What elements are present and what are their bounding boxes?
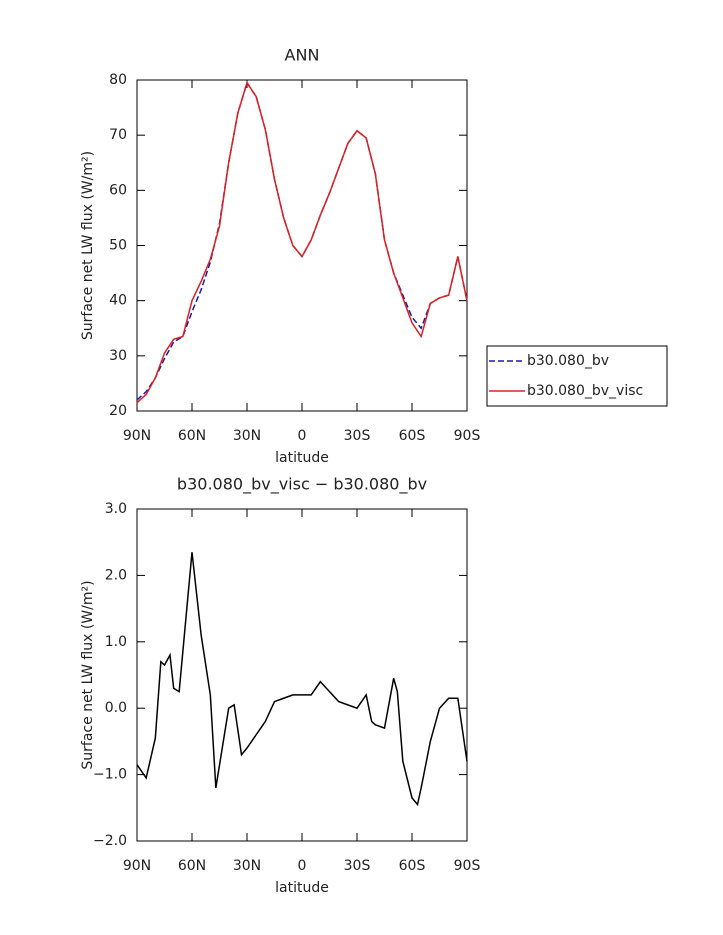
plot-frame (136, 508, 468, 842)
x-tick-label: 90S (454, 428, 481, 444)
x-tick-label: 30S (344, 428, 371, 444)
plot-frame (136, 79, 468, 412)
x-tick-label: 60N (178, 858, 206, 874)
series-line (136, 552, 468, 807)
y-tick-label: 80 (109, 72, 127, 88)
chart-title: ANN (285, 46, 320, 65)
y-tick-label: 40 (109, 293, 127, 309)
x-axis-label: latitude (275, 450, 329, 466)
x-tick-label: 60S (399, 428, 426, 444)
y-tick-label: 3.0 (105, 501, 127, 517)
legend-label: b30.080_bv (527, 353, 609, 369)
x-tick-label: 30N (233, 858, 261, 874)
x-tick-label: 30S (344, 858, 371, 874)
x-tick-label: 90N (123, 428, 151, 444)
series-line (136, 81, 468, 404)
chart-title: b30.080_bv_visc − b30.080_bv (177, 475, 427, 495)
y-tick-label: 70 (109, 127, 127, 143)
x-tick-label: 90N (123, 858, 151, 874)
y-axis-label: Surface net LW flux (W/m²) (80, 580, 96, 769)
legend-label: b30.080_bv_visc (527, 383, 643, 399)
y-tick-label: 60 (109, 182, 127, 198)
x-tick-label: 60N (178, 428, 206, 444)
x-tick-label: 0 (298, 428, 307, 444)
series-line (136, 81, 468, 401)
x-tick-label: 60S (399, 858, 426, 874)
x-tick-label: 30N (233, 428, 261, 444)
x-tick-label: 90S (454, 858, 481, 874)
legend-box (486, 345, 668, 407)
y-tick-label: 20 (109, 403, 127, 419)
x-tick-label: 0 (298, 858, 307, 874)
y-axis-label: Surface net LW flux (W/m²) (80, 151, 96, 340)
y-tick-label: 30 (109, 348, 127, 364)
y-tick-label: 0.0 (105, 700, 127, 716)
x-axis-label: latitude (275, 880, 329, 896)
y-tick-label: 1.0 (105, 634, 127, 650)
y-tick-label: −2.0 (93, 833, 127, 849)
y-tick-label: 50 (109, 238, 127, 254)
y-tick-label: 2.0 (105, 567, 127, 583)
y-tick-label: −1.0 (93, 767, 127, 783)
